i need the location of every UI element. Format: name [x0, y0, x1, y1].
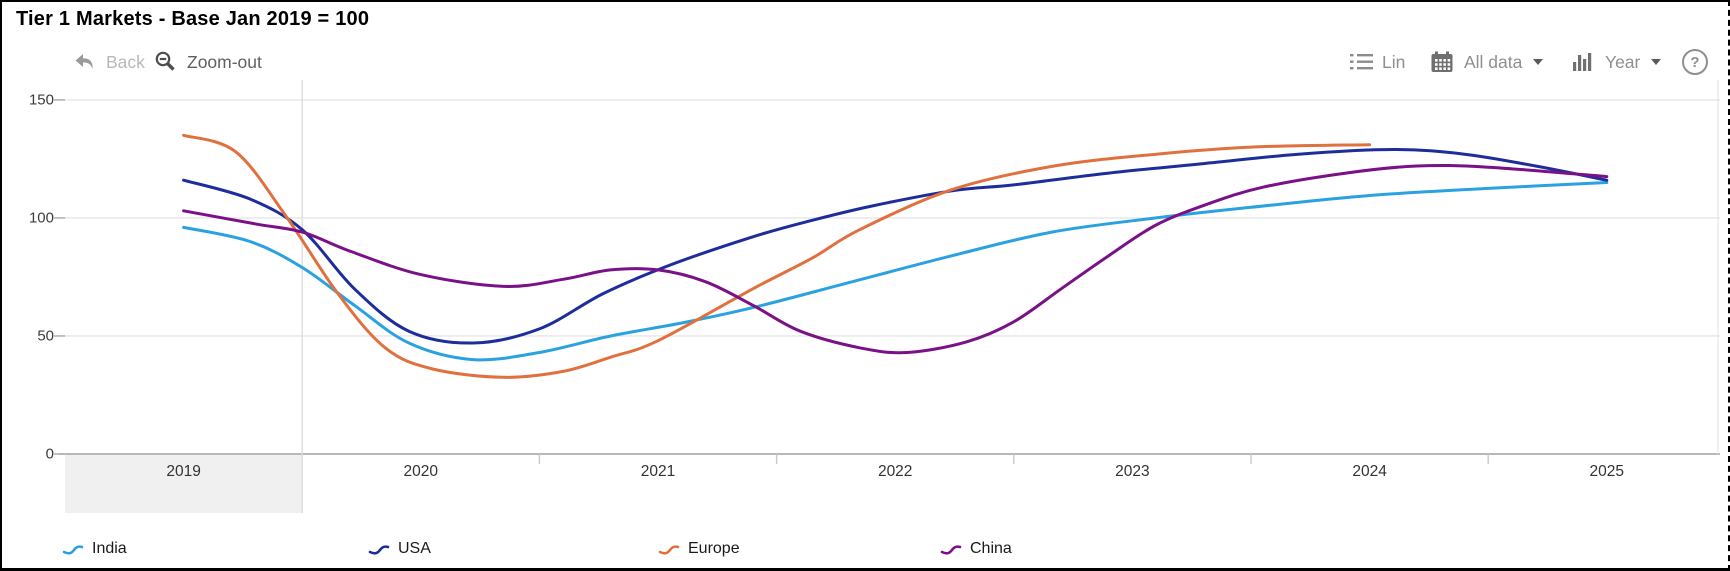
legend-label: China [970, 540, 1012, 557]
legend-item-china[interactable]: China [940, 538, 1012, 560]
all-data-label: All data [1464, 51, 1523, 72]
legend-item-india[interactable]: India [62, 538, 127, 560]
zoom-out-button[interactable]: Zoom-out [154, 48, 262, 76]
highlighted-year-band [65, 455, 303, 513]
legend-label: USA [398, 540, 431, 557]
x-axis-label: 2020 [403, 463, 439, 480]
series-line-china [182, 163, 1609, 355]
legend-item-europe[interactable]: Europe [658, 538, 740, 560]
year-label: Year [1605, 51, 1641, 72]
zoom-out-icon [154, 50, 178, 74]
y-axis-label: 50 [37, 327, 54, 345]
y-axis-label: 100 [28, 209, 54, 227]
x-axis-label: 2021 [640, 463, 676, 480]
back-button-label: Back [106, 51, 145, 72]
series-line-europe [182, 133, 1372, 379]
x-axis-label: 2019 [166, 463, 201, 480]
legend-line-marker [368, 545, 390, 555]
legend-line-marker [940, 545, 962, 555]
year-dropdown[interactable]: Year [1572, 48, 1662, 76]
legend-line-marker [62, 545, 84, 555]
x-axis-label: 2024 [1352, 463, 1387, 480]
chevron-down-icon [1533, 59, 1544, 65]
back-arrow-icon [73, 50, 97, 74]
help-button[interactable]: ? [1682, 49, 1708, 75]
x-axis-label: 2022 [877, 463, 913, 480]
x-axis-label: 2023 [1115, 463, 1150, 480]
legend-line-marker [658, 545, 680, 555]
series-line-usa [182, 148, 1609, 345]
legend-label: Europe [688, 540, 740, 557]
y-axis-label: 0 [45, 445, 54, 463]
y-axis-label: 150 [28, 91, 54, 109]
x-axis-label: 2025 [1589, 463, 1625, 480]
question-mark-icon: ? [1690, 53, 1700, 71]
bar-chart-icon [1572, 51, 1596, 73]
calendar-icon [1430, 50, 1455, 74]
zoom-out-label: Zoom-out [187, 51, 262, 72]
back-button[interactable]: Back [73, 48, 145, 76]
lin-scale-button[interactable]: Lin [1350, 48, 1405, 76]
all-data-dropdown[interactable]: All data [1430, 48, 1544, 76]
lin-label: Lin [1382, 51, 1406, 72]
list-icon [1350, 52, 1373, 72]
chevron-down-icon [1651, 59, 1662, 65]
legend-item-usa[interactable]: USA [368, 538, 431, 560]
page-title: Tier 1 Markets - Base Jan 2019 = 100 [16, 8, 370, 30]
legend-label: India [92, 540, 127, 557]
series-line-india [182, 181, 1609, 362]
